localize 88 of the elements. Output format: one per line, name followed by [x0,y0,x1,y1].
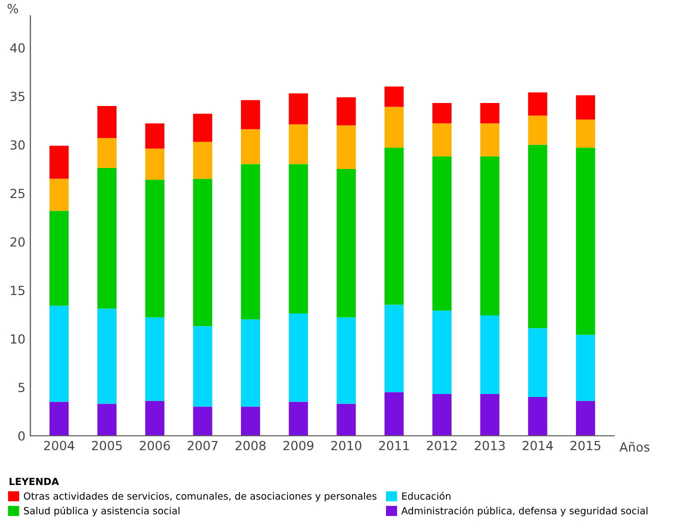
y-tick-label: 30 [10,140,25,150]
bar [240,129,260,164]
bar [193,326,212,407]
legend-label: Educación [402,492,450,500]
bar [145,180,164,318]
legend-title: LEYENDA [10,478,59,486]
bar [97,138,117,168]
bar [432,394,452,436]
bar [480,103,500,124]
y-axis-title: % [8,4,18,14]
y-tick-label: 10 [10,334,25,344]
x-tick-label: 2012 [426,440,457,450]
bar [193,114,212,142]
bar [576,400,596,436]
bar [240,319,260,407]
bar [193,142,212,179]
y-tick-label: 25 [10,188,24,198]
bar [193,406,212,436]
bar [240,100,260,130]
x-tick-label: 2014 [522,440,553,450]
bar [432,310,452,394]
bar [288,124,308,164]
x-tick-label: 2013 [474,440,505,450]
bar [336,317,356,404]
bar [480,156,500,316]
bar [50,210,69,306]
x-tick-label: 2015 [570,440,600,450]
bar [528,328,548,397]
bar [336,169,356,318]
bar [480,394,500,436]
y-tick-label: 15 [10,286,24,296]
bar [336,404,356,436]
bar [97,308,117,404]
bar [336,97,356,126]
x-axis-title: Años [619,442,650,452]
bar [576,95,596,120]
x-tick-label: 2008 [236,440,266,450]
bar [432,156,452,311]
bar [97,168,117,309]
bar [50,306,69,402]
bar [528,144,548,328]
x-tick-label: 2004 [44,440,74,450]
x-tick-label: 2005 [92,440,122,450]
y-tick-label: 20 [10,237,25,247]
y-tick-label: 40 [10,43,25,53]
bar [145,317,164,401]
bar [336,125,356,170]
bar [576,120,596,148]
bar [240,406,260,436]
bar [432,123,452,156]
bar [50,402,69,436]
bar [145,123,164,149]
legend-label: Otras actividades de servicios, comunales, de asociaciones y personales [24,492,376,502]
bar [432,103,452,124]
bar [288,164,308,314]
bar [576,334,596,401]
bar [288,402,308,436]
bar [288,93,308,124]
x-tick-label: 2006 [140,440,170,450]
legend-label: Salud pública y asistencia social [24,506,180,516]
bar [384,392,404,436]
x-tick-label: 2010 [331,440,362,450]
bar [528,396,548,436]
bar [97,404,117,436]
bar [384,86,404,107]
bar [288,314,308,402]
bar [384,148,404,305]
bar [97,106,117,138]
legend-label: Administración pública, defensa y seguridad social [401,506,648,516]
y-tick-label: 0 [18,431,25,441]
bar [576,148,596,335]
bar [480,123,500,156]
bar [384,304,404,392]
bar [528,92,548,116]
y-tick-label: 35 [10,92,24,102]
x-tick-label: 2007 [188,440,218,450]
y-tick-label: 5 [18,382,24,392]
bar [145,148,164,180]
bar [528,116,548,145]
bar [50,178,69,211]
x-tick-label: 2011 [379,440,409,450]
bar [145,400,164,436]
bar [50,146,69,179]
bar [193,178,212,326]
x-tick-label: 2009 [283,440,314,450]
bar [480,315,500,394]
bar [240,164,260,320]
bar [384,106,404,148]
